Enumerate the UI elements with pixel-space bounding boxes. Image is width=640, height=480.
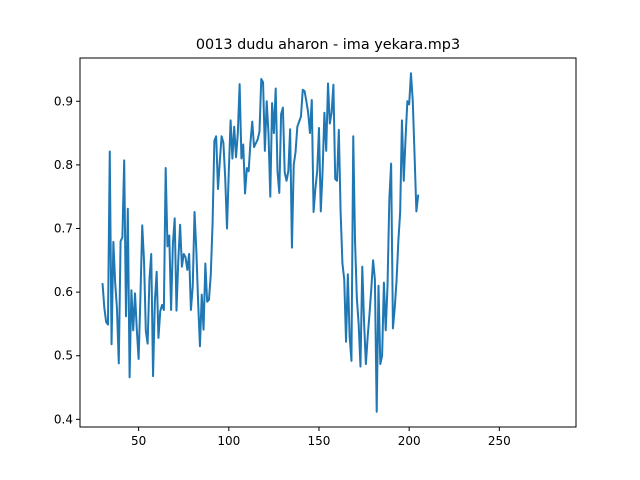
x-tick-label: 50 xyxy=(131,434,146,448)
x-tick-label: 100 xyxy=(217,434,240,448)
y-tick-label: 0.4 xyxy=(54,412,73,426)
x-tick-label: 150 xyxy=(308,434,331,448)
x-tick-label: 250 xyxy=(488,434,511,448)
axes: 50 100 150 200 250 0.4 0.5 0.6 0.7 0.8 0.9 xyxy=(54,57,577,448)
x-tick-label: 200 xyxy=(398,434,421,448)
y-tick-label: 0.9 xyxy=(54,94,73,108)
series-line-0 xyxy=(101,72,420,413)
chart-title: 0013 dudu aharon - ima yekara.mp3 xyxy=(196,37,460,53)
plot-area xyxy=(101,72,420,413)
y-tick-label: 0.6 xyxy=(54,285,73,299)
y-tick-label: 0.5 xyxy=(54,349,73,363)
y-tick-label: 0.7 xyxy=(54,222,73,236)
y-tick-label: 0.8 xyxy=(54,158,73,172)
plot-frame xyxy=(79,57,577,428)
